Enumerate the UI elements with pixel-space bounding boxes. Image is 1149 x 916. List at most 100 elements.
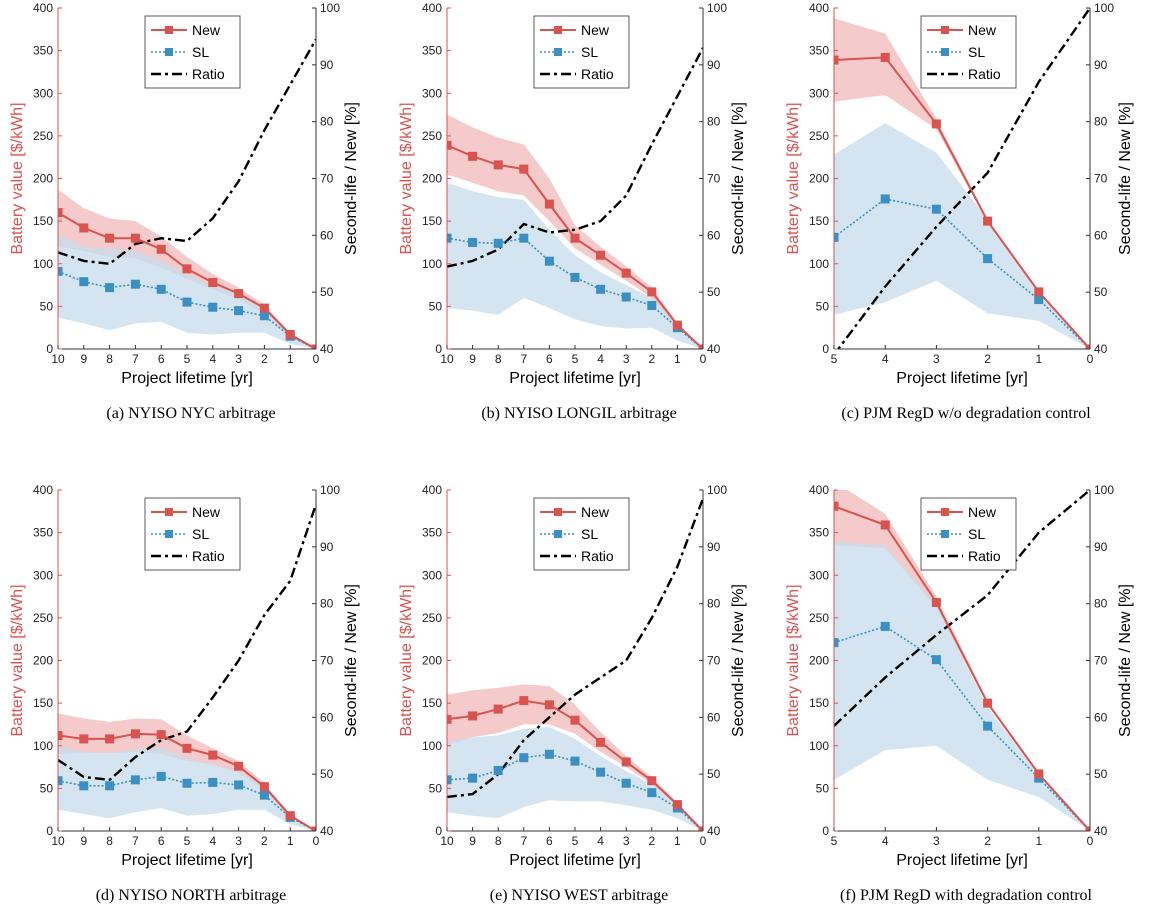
left-tick-label: 400 <box>33 1 53 15</box>
x-tick-label: 3 <box>933 834 940 848</box>
right-tick-label: 40 <box>707 824 721 838</box>
right-tick-label: 90 <box>1094 58 1108 72</box>
legend-label-new: New <box>968 22 997 38</box>
right-tick-label: 70 <box>320 654 334 668</box>
sl-point <box>596 767 606 777</box>
legend: New SL Ratio <box>920 15 1017 89</box>
sl-point <box>519 233 529 243</box>
x-tick-label: 2 <box>648 834 655 848</box>
left-tick-label: 100 <box>809 739 829 753</box>
sl-line <box>834 625 1090 831</box>
new-point <box>285 330 295 340</box>
right-tick-label: 40 <box>320 824 334 838</box>
sl-point <box>58 266 63 276</box>
right-tick-label: 60 <box>320 228 334 242</box>
legend-label-ratio: Ratio <box>581 548 614 564</box>
left-tick-label: 200 <box>422 172 442 186</box>
x-tick-label: 2 <box>261 834 268 848</box>
chart-panel-5: 0501001502002503003504004050607080901001… <box>398 483 747 904</box>
sl-point <box>79 781 89 791</box>
left-tick-label: 350 <box>809 526 829 540</box>
sl-point <box>130 775 140 785</box>
left-tick-label: 150 <box>33 214 53 228</box>
left-tick-label: 300 <box>809 86 829 100</box>
left-tick-label: 0 <box>46 824 53 838</box>
new-point <box>621 268 631 278</box>
x-tick-label: 1 <box>1035 834 1042 848</box>
x-tick-label: 3 <box>933 352 940 366</box>
right-tick-label: 90 <box>707 540 721 554</box>
left-tick-label: 300 <box>422 86 442 100</box>
plot-area <box>58 38 316 349</box>
panel-caption: (a) NYISO NYC arbitrage <box>106 405 275 422</box>
x-axis-label: Project lifetime [yr] <box>509 852 641 869</box>
legend-label-sl: SL <box>192 526 209 542</box>
x-tick-label: 8 <box>495 352 502 366</box>
left-tick-label: 50 <box>429 781 443 795</box>
new-point <box>570 233 580 243</box>
new-point <box>285 811 295 821</box>
new-point <box>468 711 478 721</box>
new-point <box>208 750 218 760</box>
panel-caption: (b) NYISO LONGIL arbitrage <box>481 405 676 422</box>
x-tick-label: 1 <box>674 352 681 366</box>
chart-panel-6: 0501001502002503003504004050607080901005… <box>785 483 1134 904</box>
legend-label-ratio: Ratio <box>192 66 225 82</box>
right-tick-label: 40 <box>1094 824 1108 838</box>
ratio-line <box>447 498 703 799</box>
left-tick-label: 350 <box>33 44 53 58</box>
legend: New SL Ratio <box>144 15 241 89</box>
left-tick-label: 250 <box>33 129 53 143</box>
right-tick-label: 70 <box>1094 654 1108 668</box>
x-tick-label: 7 <box>520 834 527 848</box>
new-point <box>234 761 244 771</box>
left-tick-label: 300 <box>33 86 53 100</box>
sl-point <box>468 237 478 247</box>
sl-point <box>519 753 529 763</box>
sl-point <box>570 756 580 766</box>
x-tick-label: 4 <box>209 834 216 848</box>
legend-label-new: New <box>581 504 610 520</box>
sl-point <box>880 194 890 204</box>
legend-label-sl: SL <box>968 44 985 60</box>
right-tick-label: 40 <box>1094 342 1108 356</box>
sl-point <box>447 775 452 785</box>
new-point <box>931 119 941 129</box>
left-tick-label: 50 <box>40 299 54 313</box>
x-tick-label: 0 <box>1087 834 1094 848</box>
ratio-line <box>834 490 1090 727</box>
x-tick-label: 10 <box>440 834 454 848</box>
right-tick-label: 70 <box>1094 172 1108 186</box>
left-tick-label: 100 <box>422 257 442 271</box>
new-point <box>672 320 682 330</box>
right-tick-label: 60 <box>707 228 721 242</box>
right-tick-label: 80 <box>707 115 721 129</box>
new-point <box>493 704 503 714</box>
new-point <box>570 715 580 725</box>
left-tick-label: 200 <box>33 172 53 186</box>
x-tick-label: 3 <box>235 352 242 366</box>
right-tick-label: 70 <box>320 172 334 186</box>
new-point <box>208 278 218 288</box>
right-tick-label: 90 <box>320 540 334 554</box>
new-band <box>58 713 316 831</box>
x-tick-label: 4 <box>597 834 604 848</box>
sl-point <box>447 233 452 243</box>
x-tick-label: 2 <box>648 352 655 366</box>
new-point <box>182 743 192 753</box>
sl-point <box>182 778 192 788</box>
left-tick-label: 300 <box>422 568 442 582</box>
new-point <box>58 208 63 218</box>
left-tick-label: 400 <box>422 1 442 15</box>
right-axis-label: Second-life / New [%] <box>730 584 747 737</box>
legend-marker-new <box>554 508 562 516</box>
sl-band <box>58 233 316 349</box>
legend-marker-new <box>941 508 949 516</box>
x-tick-label: 7 <box>132 834 139 848</box>
new-band <box>447 684 703 831</box>
right-tick-label: 60 <box>1094 710 1108 724</box>
sl-point <box>468 773 478 783</box>
x-tick-label: 4 <box>209 352 216 366</box>
left-tick-label: 350 <box>33 526 53 540</box>
x-tick-label: 8 <box>106 834 113 848</box>
